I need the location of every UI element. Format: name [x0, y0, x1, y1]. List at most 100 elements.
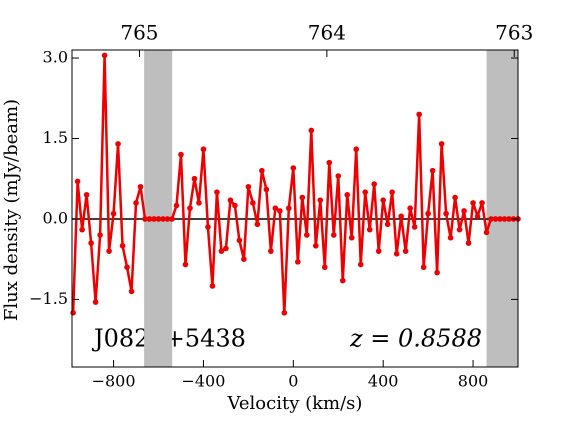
- data-point: [92, 299, 99, 305]
- data-point: [133, 200, 139, 206]
- data-point: [205, 224, 211, 230]
- data-point: [344, 192, 351, 198]
- data-point: [492, 216, 499, 222]
- masked-region: [144, 50, 173, 367]
- data-point: [497, 216, 503, 222]
- data-point: [465, 240, 472, 246]
- data-point: [452, 194, 458, 201]
- data-point: [299, 194, 306, 201]
- data-point: [79, 226, 85, 233]
- data-point: [348, 234, 355, 241]
- data-point: [312, 242, 319, 249]
- data-point: [97, 232, 103, 238]
- data-point: [303, 232, 310, 238]
- data-point: [164, 216, 171, 222]
- data-point: [402, 248, 409, 254]
- data-point: [88, 240, 94, 246]
- data-point: [263, 186, 270, 193]
- data-point: [196, 200, 202, 206]
- data-point: [236, 237, 243, 244]
- top-tick-label: 765: [120, 21, 158, 45]
- data-point: [290, 165, 297, 171]
- data-point: [483, 229, 490, 236]
- data-point: [74, 178, 81, 185]
- data-point: [375, 248, 382, 254]
- data-point: [187, 205, 193, 212]
- data-point: [101, 52, 108, 59]
- data-point: [366, 226, 373, 233]
- data-point: [295, 259, 301, 265]
- data-point: [411, 224, 418, 230]
- data-point: [362, 189, 369, 195]
- data-point: [407, 205, 413, 212]
- data-point: [286, 205, 292, 212]
- data-point: [393, 251, 400, 257]
- data-point: [434, 269, 440, 276]
- data-point: [110, 210, 117, 217]
- data-point: [420, 264, 427, 271]
- data-point: [83, 192, 90, 198]
- data-point: [173, 202, 180, 209]
- data-point: [200, 146, 207, 153]
- top-tick-label: 763: [495, 21, 533, 45]
- data-point: [479, 200, 485, 206]
- data-point: [137, 183, 144, 190]
- data-point: [330, 232, 337, 238]
- x-axis-label: Velocity (km/s): [227, 393, 363, 414]
- data-point: [106, 248, 112, 254]
- y-tick-label: 1.5: [43, 128, 68, 147]
- data-point: [241, 256, 247, 262]
- y-tick-label: 0.0: [43, 208, 68, 227]
- data-point: [416, 111, 422, 118]
- y-tick-label: −1.5: [29, 289, 68, 308]
- data-point: [209, 283, 216, 289]
- data-point: [317, 197, 324, 203]
- x-tick-label: 0: [288, 372, 298, 391]
- plot-frame: [71, 49, 519, 368]
- data-point: [232, 202, 238, 209]
- data-point: [443, 210, 449, 217]
- data-point: [146, 216, 153, 222]
- data-point: [214, 189, 220, 195]
- data-point: [277, 208, 283, 214]
- data-point: [389, 189, 395, 195]
- data-point: [429, 167, 436, 174]
- data-point: [456, 226, 463, 233]
- data-point: [357, 261, 364, 268]
- x-tick-label: 400: [368, 372, 399, 391]
- data-point: [124, 264, 130, 271]
- data-point: [398, 213, 404, 220]
- data-point: [339, 277, 346, 284]
- data-point: [119, 242, 126, 249]
- data-point: [160, 216, 166, 222]
- x-tick-label: −800: [92, 372, 136, 391]
- data-point: [380, 197, 386, 203]
- data-point: [384, 221, 391, 228]
- data-point: [353, 146, 360, 153]
- data-point: [218, 248, 225, 254]
- top-tick-label: 764: [308, 21, 346, 45]
- data-point: [461, 208, 467, 214]
- data-point: [182, 261, 189, 268]
- data-point: [128, 288, 135, 295]
- data-point: [227, 197, 234, 203]
- y-axis-label: Flux density (mJy/beam): [1, 99, 22, 321]
- data-point: [169, 216, 175, 222]
- data-point: [501, 216, 508, 222]
- data-point: [178, 151, 184, 158]
- data-point: [488, 216, 494, 222]
- data-point: [371, 181, 378, 187]
- redshift: z = 0.8588: [349, 325, 482, 353]
- data-point: [272, 205, 279, 212]
- data-point: [447, 234, 454, 241]
- data-point: [335, 173, 342, 179]
- data-point: [268, 248, 274, 254]
- data-point: [245, 183, 252, 190]
- y-tick-label: 3.0: [43, 48, 68, 67]
- data-point: [151, 216, 157, 222]
- data-point: [425, 210, 431, 217]
- data-point: [326, 159, 333, 166]
- data-point: [191, 175, 198, 182]
